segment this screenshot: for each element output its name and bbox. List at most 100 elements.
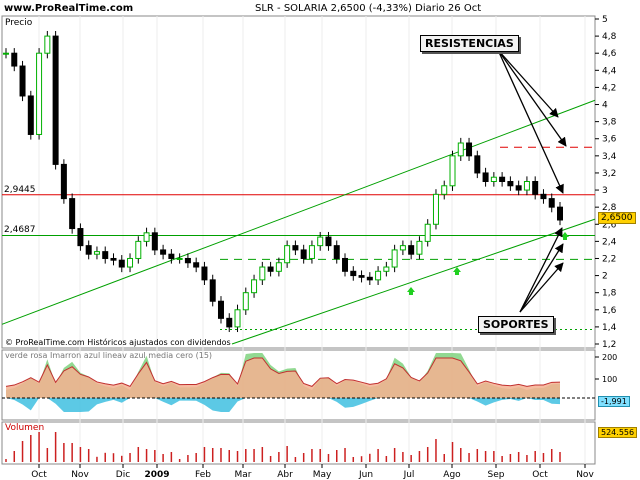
indicator-value-box: -1,991 — [598, 396, 630, 407]
candle-body — [44, 35, 51, 54]
candle-body — [168, 253, 175, 259]
candle-body — [466, 142, 473, 157]
x-tick-label: 2009 — [144, 470, 169, 480]
candle-body — [391, 249, 398, 268]
candle-body — [275, 262, 282, 272]
x-tick-label: Oct — [31, 470, 47, 480]
candle-body — [127, 257, 134, 268]
x-tick-label: Jun — [358, 470, 373, 480]
candle-body — [540, 193, 547, 200]
y-tick-label: 2,6 — [602, 220, 617, 230]
candle-body — [234, 309, 241, 328]
resistance-arrow — [497, 49, 559, 118]
price-levels — [1, 99, 596, 345]
resistance-arrow — [497, 49, 564, 194]
y-tick-label: 4,4 — [602, 66, 617, 76]
x-tick-label: Nov — [576, 470, 594, 480]
chart-title: SLR - SOLARIA 2,6500 (-4,33%) Diario 26 … — [255, 3, 482, 14]
channel-upper — [1, 99, 596, 325]
resistance-level-label: 2,9445 — [4, 185, 36, 195]
price-panel-label: Precio — [5, 18, 33, 28]
candle-body — [449, 155, 456, 187]
candle-body — [333, 245, 340, 259]
candle-body — [308, 245, 315, 259]
candle-body — [399, 245, 406, 251]
y-tick-label: 3,2 — [602, 169, 616, 179]
candle-body — [19, 65, 26, 97]
indicator-tick-label: 200 — [602, 353, 617, 362]
candle-body — [3, 52, 9, 55]
candle-body — [432, 193, 439, 225]
candle-body — [532, 181, 539, 195]
x-tick-label: Mar — [235, 470, 252, 480]
candle-body — [251, 279, 258, 294]
x-tick-label: Dic — [116, 470, 130, 480]
volume-panel — [1, 421, 596, 465]
x-tick-label: Ago — [443, 470, 461, 480]
indicator-tick-label: 100 — [602, 375, 617, 384]
y-tick-label: 5 — [602, 15, 608, 25]
support-touch-arrow — [453, 267, 461, 275]
candle-body — [151, 232, 158, 251]
candle-body — [176, 257, 183, 260]
candle-body — [358, 275, 365, 278]
candle-body — [499, 176, 506, 182]
y-tick-label: 1,8 — [602, 289, 617, 299]
candle-body — [292, 245, 299, 251]
resistance-arrow — [497, 49, 567, 147]
candle-body — [441, 185, 448, 195]
candle-body — [284, 245, 291, 264]
candle-body — [366, 276, 373, 281]
indicator-legend: verde rosa Imarron azul lineav azul medi… — [5, 351, 213, 360]
candle-body — [85, 245, 92, 255]
candle-body — [408, 245, 415, 255]
candle-body — [143, 232, 150, 242]
candle-body — [27, 95, 34, 135]
last-price-box: 2,6500 — [598, 212, 636, 224]
support-touch-arrow — [407, 287, 415, 295]
support-arrow — [519, 243, 564, 313]
candle-body — [193, 262, 200, 268]
candle-body — [317, 236, 324, 247]
indicator-average-line — [5, 357, 561, 388]
y-tick-label: 2,4 — [602, 237, 617, 247]
y-tick-label: 3,8 — [602, 118, 617, 128]
candle-body — [135, 240, 142, 259]
candle-body — [490, 176, 497, 182]
candle-body — [36, 52, 43, 135]
x-tick-label: May — [313, 470, 332, 480]
candle-body — [557, 206, 563, 221]
candle-body — [416, 240, 423, 255]
site-name: www.ProRealTime.com — [4, 3, 134, 14]
candle-body — [300, 249, 307, 259]
y-tick-label: 1,4 — [602, 323, 617, 333]
volume-bars — [5, 432, 561, 462]
candle-body — [457, 142, 464, 157]
support-arrow — [519, 262, 564, 313]
y-tick-label: 4 — [602, 101, 608, 111]
indicator-series — [2, 353, 595, 412]
candle-body — [482, 172, 489, 183]
volume-value-box: 524.556 — [598, 427, 638, 438]
x-tick-label: Feb — [195, 470, 211, 480]
x-axis: Oct Nov Dic 2009 Feb Mar Abr May Jun Jul Ago Sep Oct… — [31, 464, 594, 480]
candle-body — [267, 266, 274, 272]
candle-body — [217, 300, 224, 319]
candle-body — [474, 155, 481, 174]
candle-body — [118, 259, 125, 268]
candle-body — [209, 279, 216, 302]
x-tick-label: Sep — [488, 470, 505, 480]
candle-body — [259, 266, 266, 281]
candle-body — [110, 257, 117, 261]
candle-body — [226, 317, 233, 328]
annotations — [407, 49, 569, 313]
candle-body — [60, 163, 67, 200]
indicator-blue-area — [6, 398, 560, 412]
y-tick-label: 2,2 — [602, 254, 616, 264]
candle-body — [184, 257, 191, 264]
indicator-pink-area — [6, 358, 560, 398]
candle-body — [242, 292, 249, 311]
candle-body — [342, 257, 349, 272]
y-tick-label: 3,4 — [602, 152, 617, 162]
